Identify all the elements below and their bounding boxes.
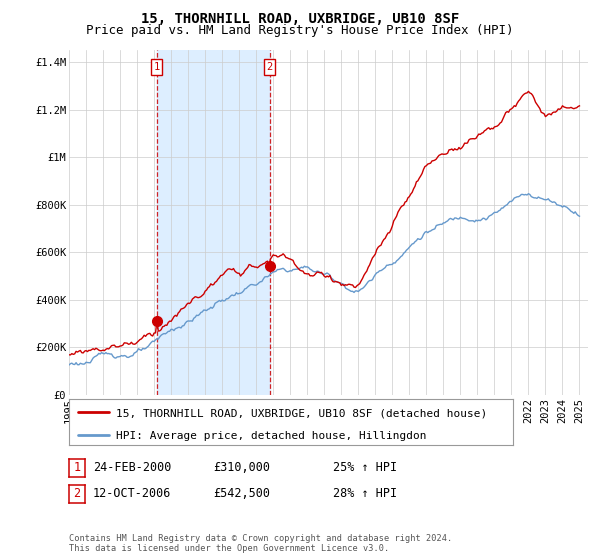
Text: £310,000: £310,000 [213,461,270,474]
Text: 1: 1 [74,461,80,474]
Text: 25% ↑ HPI: 25% ↑ HPI [333,461,397,474]
Text: HPI: Average price, detached house, Hillingdon: HPI: Average price, detached house, Hill… [116,431,426,441]
Text: 2: 2 [266,62,273,72]
Text: 28% ↑ HPI: 28% ↑ HPI [333,487,397,501]
Text: 12-OCT-2006: 12-OCT-2006 [93,487,172,501]
Text: 15, THORNHILL ROAD, UXBRIDGE, UB10 8SF (detached house): 15, THORNHILL ROAD, UXBRIDGE, UB10 8SF (… [116,408,487,418]
Bar [157,50,269,395]
Text: 1: 1 [154,62,160,72]
Text: Contains HM Land Registry data © Crown copyright and database right 2024.
This d: Contains HM Land Registry data © Crown c… [69,534,452,553]
Text: 2: 2 [74,487,80,501]
Text: Price paid vs. HM Land Registry's House Price Index (HPI): Price paid vs. HM Land Registry's House … [86,24,514,36]
Text: 24-FEB-2000: 24-FEB-2000 [93,461,172,474]
Text: £542,500: £542,500 [213,487,270,501]
Text: 15, THORNHILL ROAD, UXBRIDGE, UB10 8SF: 15, THORNHILL ROAD, UXBRIDGE, UB10 8SF [141,12,459,26]
